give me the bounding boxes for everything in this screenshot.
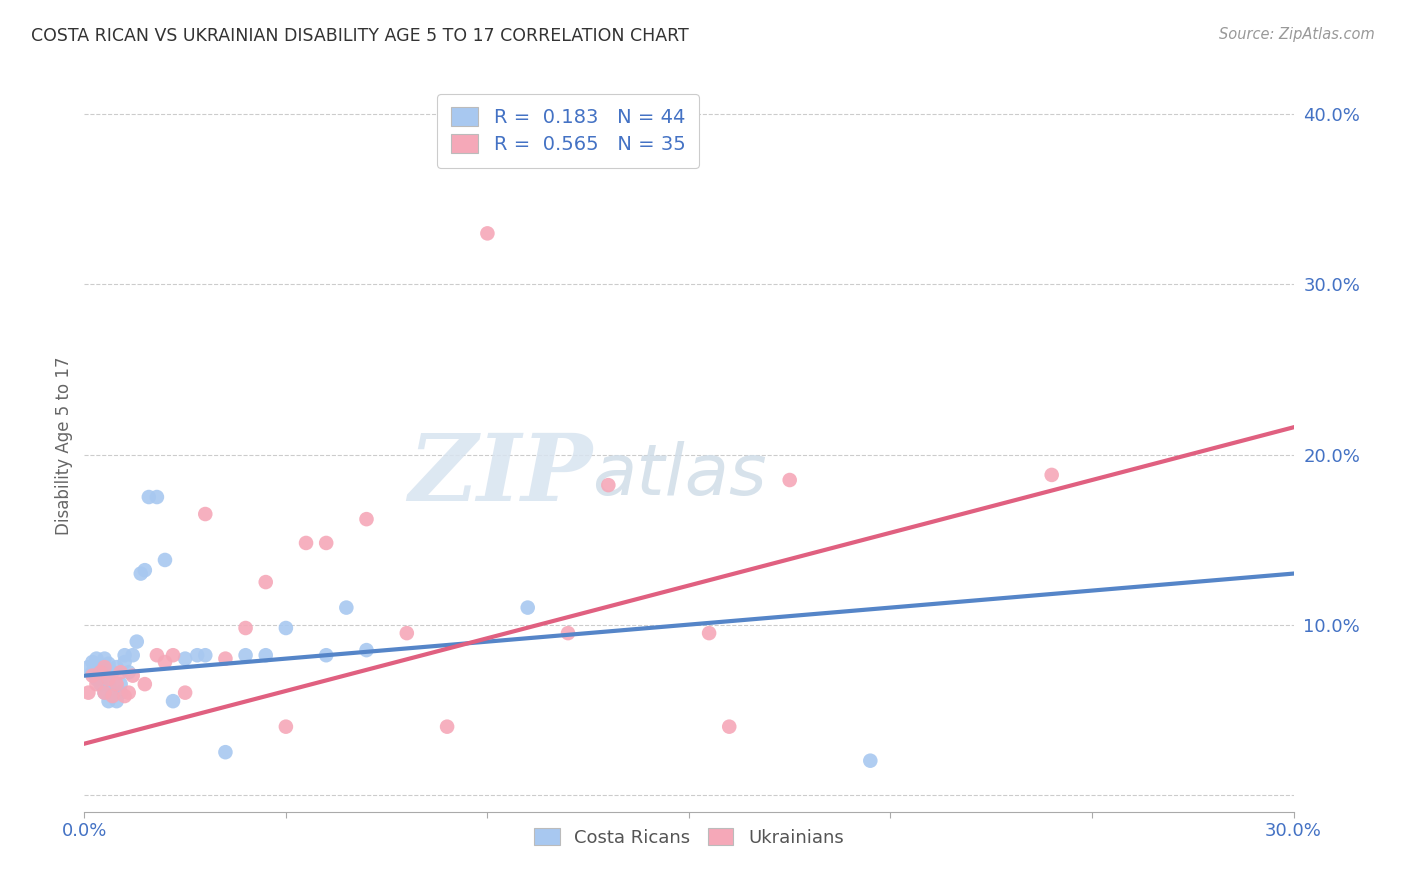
Point [82, 668, 104, 682]
Point [254, 575, 277, 590]
Text: atlas: atlas [592, 441, 766, 509]
Y-axis label: Disability Age 5 to 17: Disability Age 5 to 17 [55, 357, 73, 535]
Point [77, 660, 100, 674]
Point [93, 660, 115, 674]
Point [86, 660, 108, 674]
Point [101, 689, 124, 703]
Point [718, 720, 741, 734]
Point [174, 686, 197, 700]
Point [134, 677, 156, 691]
Point [121, 668, 143, 682]
Point [153, 553, 176, 567]
Point [194, 648, 217, 663]
Point [315, 648, 337, 663]
Point [114, 655, 136, 669]
Point [110, 665, 132, 680]
Point [516, 600, 538, 615]
Point [254, 648, 277, 663]
Point [315, 536, 337, 550]
Point [335, 600, 357, 615]
Point [86, 672, 108, 686]
Point [105, 694, 128, 708]
Point [89, 677, 111, 691]
Point [274, 621, 297, 635]
Point [82, 665, 104, 680]
Point [174, 651, 197, 665]
Point [110, 686, 132, 700]
Point [77, 686, 100, 700]
Point [118, 665, 141, 680]
Point [125, 634, 148, 648]
Point [859, 754, 882, 768]
Point [129, 566, 152, 581]
Point [93, 651, 115, 665]
Point [105, 660, 128, 674]
Point [235, 621, 257, 635]
Point [89, 665, 111, 680]
Point [436, 720, 458, 734]
Point [101, 665, 124, 680]
Point [295, 536, 318, 550]
Point [697, 626, 720, 640]
Point [93, 686, 115, 700]
Point [557, 626, 579, 640]
Point [134, 563, 156, 577]
Point [395, 626, 418, 640]
Point [93, 665, 115, 680]
Point [162, 648, 184, 663]
Point [97, 672, 120, 686]
Point [86, 651, 108, 665]
Point [146, 490, 169, 504]
Point [235, 648, 257, 663]
Point [146, 648, 169, 663]
Legend: Costa Ricans, Ukrainians: Costa Ricans, Ukrainians [523, 817, 855, 857]
Point [1040, 467, 1063, 482]
Point [97, 694, 120, 708]
Point [153, 655, 176, 669]
Text: Source: ZipAtlas.com: Source: ZipAtlas.com [1219, 27, 1375, 42]
Point [356, 643, 378, 657]
Text: COSTA RICAN VS UKRAINIAN DISABILITY AGE 5 TO 17 CORRELATION CHART: COSTA RICAN VS UKRAINIAN DISABILITY AGE … [31, 27, 689, 45]
Point [97, 677, 120, 691]
Point [138, 490, 160, 504]
Point [356, 512, 378, 526]
Point [214, 651, 236, 665]
Text: ZIP: ZIP [408, 430, 592, 520]
Point [598, 478, 620, 492]
Point [97, 657, 120, 671]
Point [93, 686, 115, 700]
Point [214, 745, 236, 759]
Point [82, 655, 104, 669]
Point [89, 668, 111, 682]
Point [89, 658, 111, 673]
Point [121, 648, 143, 663]
Point [118, 686, 141, 700]
Point [162, 694, 184, 708]
Point [114, 648, 136, 663]
Point [194, 507, 217, 521]
Point [186, 648, 208, 663]
Point [477, 227, 499, 241]
Point [274, 720, 297, 734]
Point [114, 689, 136, 703]
Point [86, 677, 108, 691]
Point [105, 677, 128, 691]
Point [110, 677, 132, 691]
Point [101, 686, 124, 700]
Point [779, 473, 801, 487]
